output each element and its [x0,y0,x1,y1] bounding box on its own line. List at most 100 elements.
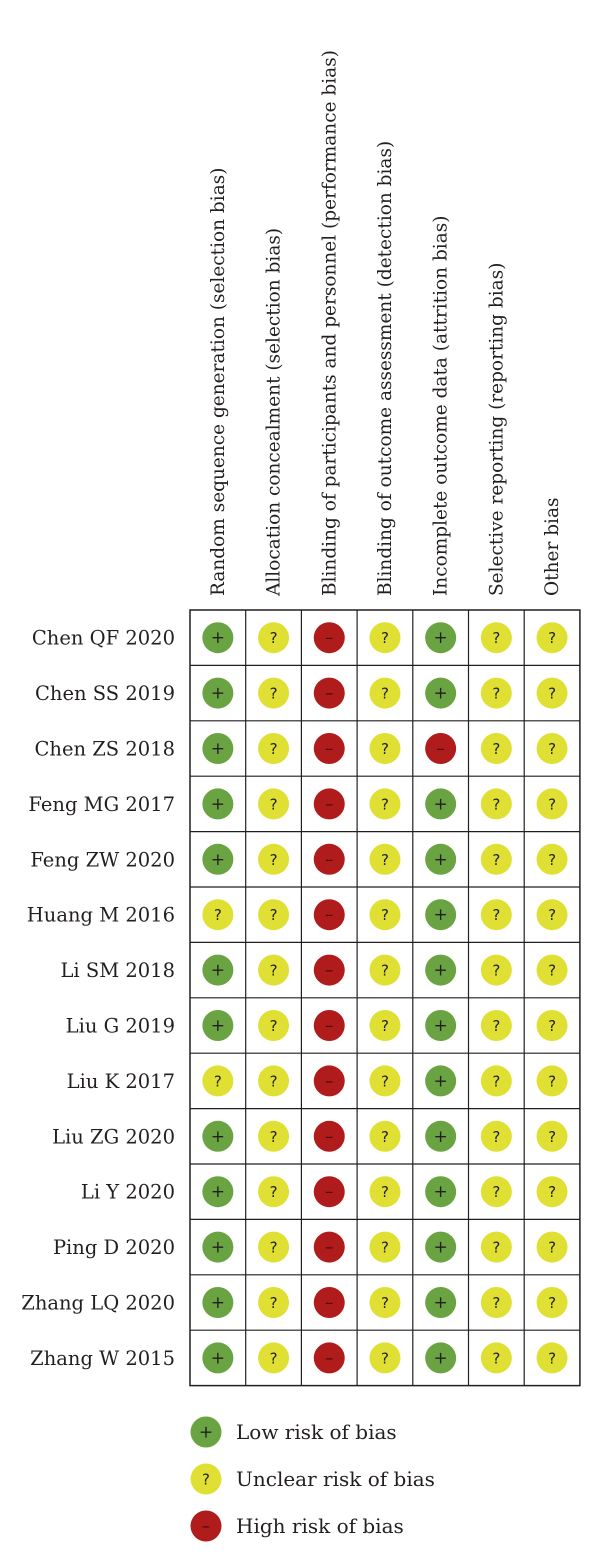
judgement-cell: ? [258,1176,290,1208]
judgement-cell: ? [258,622,290,654]
judgement-cell: – [313,1065,345,1097]
unclear-risk-dot [258,1176,290,1208]
domain-label: Selective reporting (reporting bias) [486,263,507,596]
high-risk-dot [313,622,345,654]
judgement-cell: ? [536,1010,568,1041]
judgement-cell: ? [480,1342,512,1374]
unclear-risk-dot [536,1176,568,1208]
legend-marker: + [190,1416,222,1448]
high-risk-symbol: – [325,1127,334,1147]
unclear-risk-symbol: ? [270,1183,278,1201]
unclear-risk-dot [258,788,290,820]
low-risk-dot [425,1120,457,1152]
judgement-cell: ? [480,1010,512,1041]
judgement-cell: ? [369,1120,401,1152]
unclear-risk-dot [258,622,290,654]
low-risk-symbol: + [211,1238,225,1258]
judgement-cell: ? [258,788,290,820]
judgement-cell: ? [480,1120,512,1152]
unclear-risk-dot [369,1120,401,1152]
unclear-risk-symbol: ? [492,629,500,647]
high-risk-dot [313,733,345,764]
judgement-cell: ? [369,733,401,764]
judgement-cell: ? [369,1342,401,1374]
judgement-cell: ? [480,622,512,654]
judgement-cell: ? [480,843,512,875]
judgement-cell: + [202,1287,234,1318]
unclear-risk-dot [258,843,290,875]
low-risk-dot [202,843,234,875]
unclear-risk-symbol: ? [548,1128,556,1146]
judgement-cell: + [425,1010,457,1041]
unclear-risk-dot [202,899,234,931]
judgement-cell: + [425,1120,457,1152]
unclear-risk-symbol: ? [381,685,389,703]
unclear-risk-dot [480,1010,512,1041]
low-risk-dot [202,1287,234,1318]
high-risk-symbol: – [325,1293,334,1313]
low-risk-dot [425,843,457,875]
study-label: Feng MG 2017 [28,793,175,816]
low-risk-dot [202,1342,234,1374]
low-risk-symbol: + [211,1182,225,1202]
low-risk-symbol: + [211,1348,225,1368]
judgement-cell: – [313,788,345,820]
unclear-risk-symbol: ? [270,1072,278,1090]
judgement-cell: + [425,1176,457,1208]
domain-label: Blinding of participants and personnel (… [319,50,340,596]
high-risk-symbol: – [325,1348,334,1368]
low-risk-symbol: + [434,1293,448,1313]
judgement-cell: ? [480,733,512,764]
low-risk-dot [425,954,457,986]
summary-grid [189,609,581,1387]
low-risk-symbol: + [211,684,225,704]
study-label: Feng ZW 2020 [30,848,175,871]
judgement-cell: ? [480,1287,512,1318]
judgement-cell: ? [369,622,401,654]
low-risk-dot [425,899,457,931]
unclear-risk-symbol: ? [381,962,389,980]
unclear-risk-symbol: ? [492,906,500,924]
unclear-risk-dot [258,733,290,764]
judgement-cell: + [425,1231,457,1263]
study-label: Chen ZS 2018 [34,738,175,761]
judgement-cell: – [313,733,345,764]
judgement-cell: ? [258,954,290,986]
judgement-cell: ? [258,1120,290,1152]
study-label: Zhang W 2015 [30,1347,175,1370]
low-risk-dot [425,788,457,820]
judgement-cell: + [202,622,234,654]
high-risk-symbol: – [325,1016,334,1036]
unclear-risk-symbol: ? [492,740,500,758]
low-risk-symbol: + [434,628,448,648]
domain-label: Incomplete outcome data (attrition bias) [431,216,452,596]
judgement-cell: ? [536,677,568,709]
unclear-risk-dot [190,1463,222,1495]
unclear-risk-dot [536,1231,568,1263]
judgement-cell: – [313,622,345,654]
judgement-cell: + [202,954,234,986]
judgement-cell: + [425,1065,457,1097]
unclear-risk-dot [536,1120,568,1152]
unclear-risk-dot [536,733,568,764]
judgement-cell: ? [536,954,568,986]
unclear-risk-dot [480,622,512,654]
low-risk-dot [202,622,234,654]
domain-label: Allocation concealment (selection bias) [264,228,285,597]
unclear-risk-dot [369,899,401,931]
low-risk-dot [425,1010,457,1041]
low-risk-dot [425,1231,457,1263]
study-label: Ping D 2020 [53,1236,175,1259]
high-risk-dot [313,1120,345,1152]
unclear-risk-dot [369,954,401,986]
high-risk-dot [425,733,457,764]
unclear-risk-dot [536,954,568,986]
judgement-cell: + [202,1010,234,1041]
legend-marker: – [190,1510,222,1542]
unclear-risk-symbol: ? [492,685,500,703]
unclear-risk-symbol: ? [381,1349,389,1367]
high-risk-symbol: – [325,850,334,870]
unclear-risk-symbol: ? [548,1294,556,1312]
low-risk-dot [425,622,457,654]
